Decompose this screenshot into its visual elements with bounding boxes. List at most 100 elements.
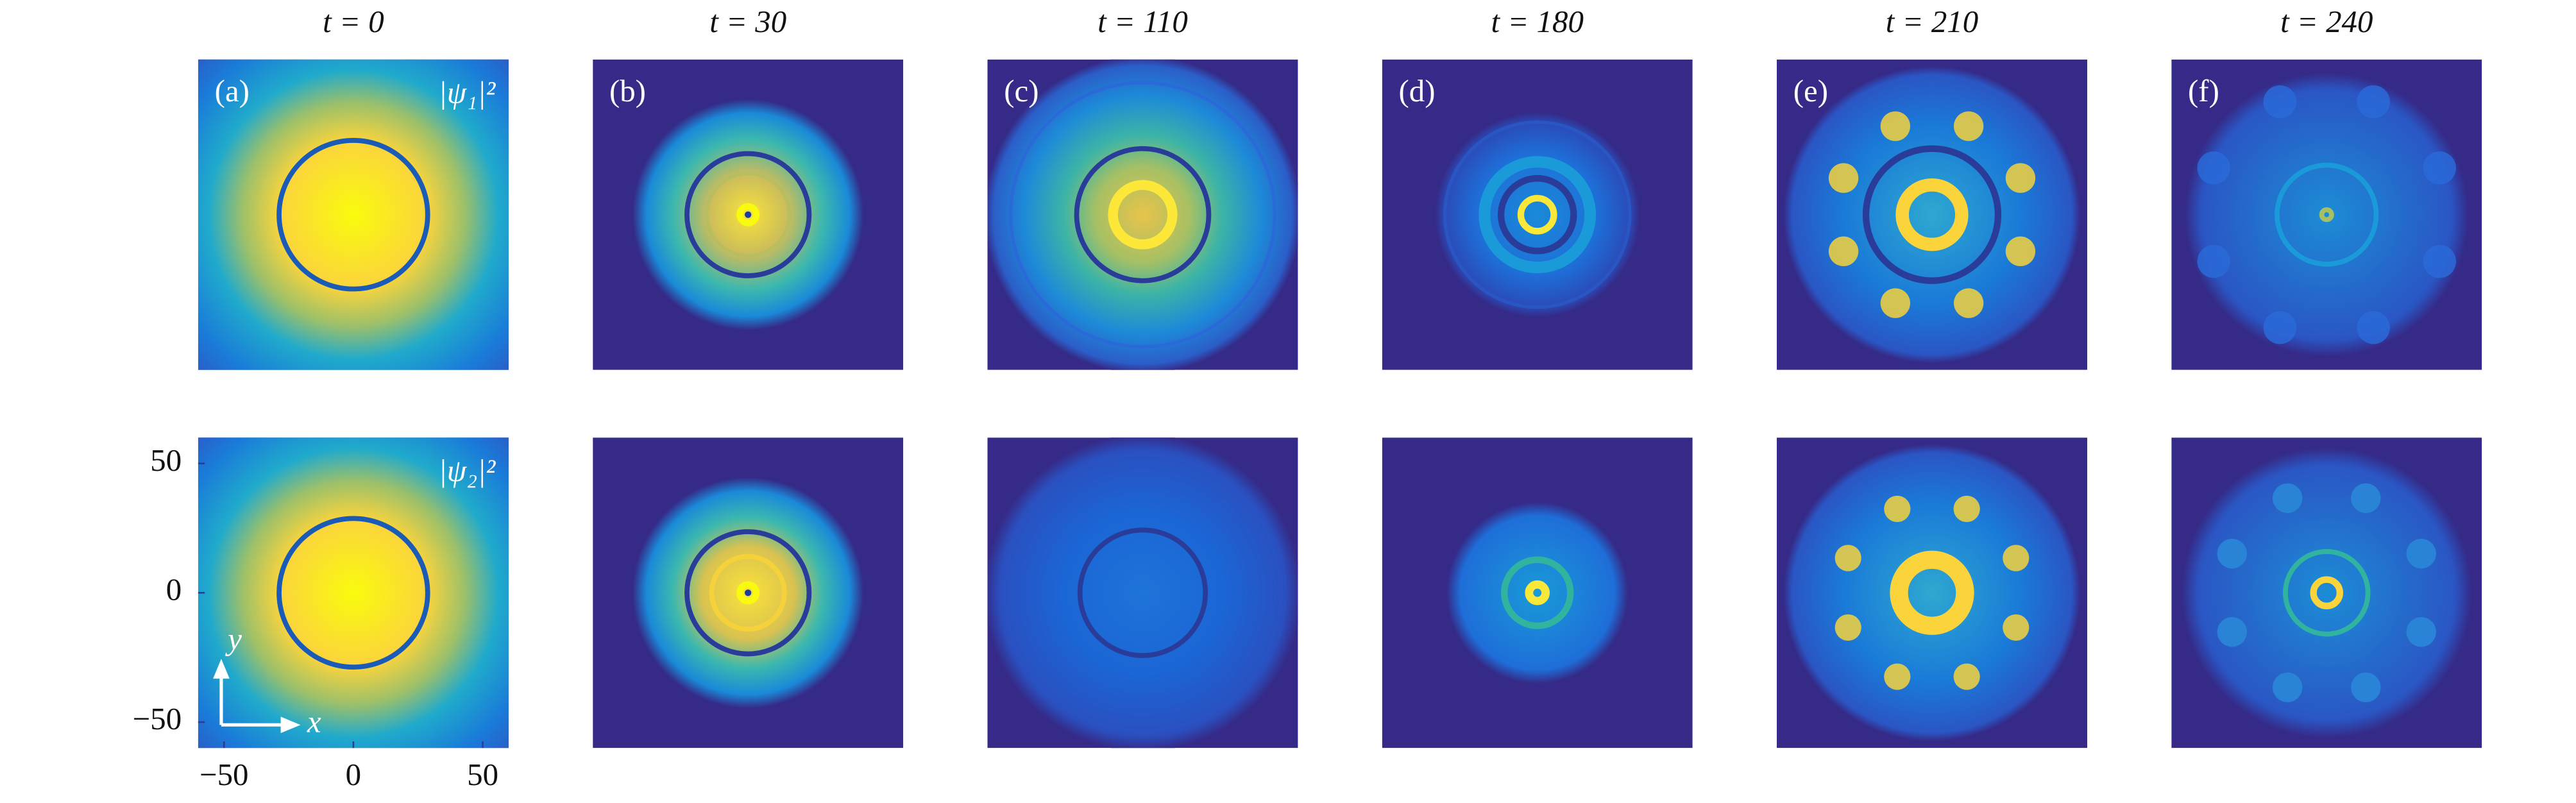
panel-label: (e) xyxy=(1793,73,1828,108)
density-blob xyxy=(2406,617,2436,647)
density-core xyxy=(745,589,752,596)
density-blob xyxy=(2273,483,2303,513)
density-ring xyxy=(684,529,812,657)
x-tick-label: −50 xyxy=(199,757,249,792)
axis-arrow xyxy=(219,675,284,727)
density-ring xyxy=(1497,174,1577,255)
density-blob xyxy=(2217,538,2247,569)
row-label: |ψ₂|² xyxy=(438,453,496,488)
density-panel xyxy=(1777,437,2087,748)
density-disk xyxy=(198,437,509,748)
density-ring xyxy=(1890,550,1974,635)
density-blob xyxy=(2357,310,2390,344)
density-blob xyxy=(2217,617,2247,647)
x-axis-label: x xyxy=(307,704,321,739)
density-ring xyxy=(736,203,760,226)
density-blob xyxy=(1884,663,1911,690)
density-blob xyxy=(1953,111,1984,141)
density-blob xyxy=(2003,545,2029,571)
column-title: t = 240 xyxy=(2280,4,2373,39)
density-ring xyxy=(2319,207,2334,223)
panel-label: (d) xyxy=(1398,73,1435,108)
density-blob xyxy=(2357,85,2390,119)
density-disk xyxy=(1783,66,2081,364)
column-title: t = 180 xyxy=(1491,4,1584,39)
density-blob xyxy=(1828,236,1859,267)
density-ring xyxy=(1862,145,2002,284)
y-axis-label: y xyxy=(225,621,242,657)
density-blob xyxy=(1880,111,1911,141)
y-tick-label: 0 xyxy=(166,571,182,607)
density-panel xyxy=(2171,437,2482,748)
density-panel xyxy=(1382,437,1693,748)
density-panel xyxy=(593,59,904,370)
density-blob xyxy=(2423,151,2457,185)
density-panel xyxy=(198,437,509,748)
density-ring xyxy=(276,138,430,292)
density-blob xyxy=(2351,483,2381,513)
density-disk xyxy=(1435,112,1640,317)
density-panel xyxy=(2171,59,2482,370)
density-panel xyxy=(987,437,1298,748)
density-panel xyxy=(198,59,509,370)
density-ring xyxy=(276,516,430,670)
density-blob xyxy=(2003,614,2029,641)
density-blob xyxy=(2263,310,2297,344)
density-panel xyxy=(987,59,1298,370)
density-blob xyxy=(1953,663,1980,690)
density-blob xyxy=(2351,672,2381,702)
density-blob xyxy=(1953,495,1980,523)
density-blob xyxy=(2005,236,2036,267)
density-disk xyxy=(1783,444,2081,741)
density-ring xyxy=(1525,580,1550,605)
y-tick-label: −50 xyxy=(133,701,182,736)
x-tick-label: 50 xyxy=(467,757,498,792)
density-ring xyxy=(2310,576,2344,609)
density-ring xyxy=(1077,527,1208,658)
density-blob xyxy=(2406,538,2436,569)
density-blob xyxy=(2197,244,2231,278)
density-blob xyxy=(1835,614,1861,641)
density-disk xyxy=(987,437,1298,748)
panel-label: (b) xyxy=(609,73,646,108)
density-ring xyxy=(2275,162,2379,267)
density-ring xyxy=(684,151,812,278)
column-title: t = 210 xyxy=(1886,4,1978,39)
density-ring xyxy=(1108,180,1178,249)
density-blob xyxy=(1828,163,1859,193)
density-blob xyxy=(2423,244,2457,278)
density-ring xyxy=(1443,120,1632,309)
density-blob xyxy=(1835,545,1861,571)
x-tick-label: 0 xyxy=(346,757,361,792)
column-title: t = 110 xyxy=(1097,4,1188,39)
density-blob xyxy=(2005,163,2036,193)
panel-label: (f) xyxy=(2188,73,2219,108)
density-blob xyxy=(2197,151,2231,185)
arrow-head xyxy=(213,659,301,734)
column-title: t = 30 xyxy=(709,4,786,39)
density-ring xyxy=(2283,549,2371,637)
density-ring xyxy=(709,554,787,632)
density-blob xyxy=(2273,672,2303,702)
density-blob xyxy=(1953,288,1984,318)
density-panel xyxy=(1777,59,2087,370)
density-blob xyxy=(2263,85,2297,119)
density-ring xyxy=(736,581,760,605)
panel-label: (c) xyxy=(1004,73,1038,108)
density-ring xyxy=(1074,146,1212,283)
density-ring xyxy=(1501,556,1574,629)
row-label: |ψ₁|² xyxy=(438,75,496,110)
density-ring xyxy=(1517,194,1557,235)
density-ring xyxy=(1008,81,1276,349)
density-core xyxy=(745,211,752,218)
panel-label: (a) xyxy=(215,73,250,108)
density-disk xyxy=(198,59,509,370)
density-disk xyxy=(2184,72,2469,357)
density-blob xyxy=(1880,288,1911,318)
density-panel xyxy=(1382,59,1693,370)
column-title: t = 0 xyxy=(323,4,384,39)
density-disk xyxy=(987,59,1298,370)
y-tick-label: 50 xyxy=(150,443,182,478)
density-ring xyxy=(1895,178,1969,251)
